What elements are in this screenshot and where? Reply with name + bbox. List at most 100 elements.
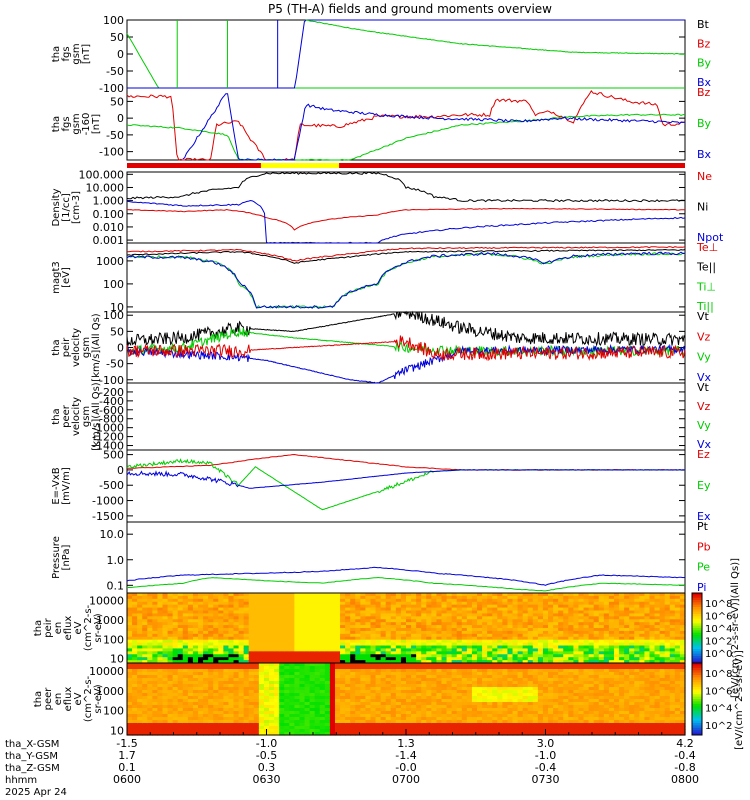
spectrogram-cell	[127, 732, 133, 736]
spectrogram-cell	[385, 660, 392, 664]
spectrogram-cell	[558, 711, 564, 715]
spectrogram-cell	[603, 613, 610, 617]
spectrogram-cell	[477, 684, 483, 688]
spectrogram-cell	[274, 593, 280, 597]
spectrogram-cell	[395, 717, 402, 721]
spectrogram-cell	[441, 717, 448, 721]
spectrogram-cell	[162, 723, 169, 727]
spectrogram-cell	[446, 613, 453, 617]
spectrogram-cell	[385, 639, 392, 644]
spectrogram-cell	[213, 604, 219, 609]
spectrogram-cell	[147, 687, 153, 691]
spectrogram-cell	[578, 625, 585, 629]
spectrogram-cell	[243, 690, 250, 694]
spectrogram-cell	[248, 678, 255, 682]
spectrogram-cell	[279, 625, 285, 629]
spectrogram-cell	[167, 702, 174, 706]
spectrogram-cell	[588, 622, 595, 626]
spectrogram-cell	[553, 651, 559, 655]
spectrogram-cell	[431, 604, 438, 609]
spectrogram-cell	[167, 660, 174, 664]
spectrogram-cell	[527, 639, 534, 644]
spectrogram-cell	[649, 625, 656, 629]
spectrogram-cell	[456, 717, 463, 721]
spectrogram-cell	[674, 619, 681, 623]
spectrogram-cell	[553, 681, 559, 685]
spectrogram-cell	[542, 711, 549, 715]
spectrogram-cell	[482, 669, 488, 673]
spectrogram-cell	[187, 628, 194, 632]
spectrogram-cell	[603, 604, 610, 609]
spectrogram-cell	[324, 645, 331, 650]
spectrogram-cell	[243, 651, 250, 655]
spectrogram-cell	[213, 625, 219, 629]
panel-5-ytick-label: 50	[110, 325, 124, 338]
spectrogram-cell	[345, 672, 351, 676]
spectrogram-cell	[177, 702, 184, 706]
spectrogram-cell	[542, 672, 549, 676]
spectrogram-cell	[674, 598, 681, 603]
spectrogram-cell	[334, 678, 341, 682]
spectrogram-cell	[228, 726, 235, 730]
spectrogram-cell	[461, 732, 468, 736]
spectrogram-cell	[248, 732, 255, 736]
spectrogram-cell	[147, 622, 153, 626]
spectrogram-cell	[309, 681, 316, 685]
spectrogram-cell	[269, 696, 275, 700]
spectrogram-cell	[218, 593, 224, 597]
spectrogram-cell	[542, 708, 549, 712]
spectrogram-cell	[329, 616, 336, 620]
spectrogram-cell	[395, 726, 402, 730]
spectrogram-cell	[558, 705, 564, 709]
spectrogram-cell	[492, 687, 498, 691]
spectrogram-cell	[441, 687, 448, 691]
spectrogram-cell	[603, 622, 610, 626]
spectrogram-cell	[258, 705, 265, 709]
spectrogram-cell	[203, 613, 209, 617]
spectrogram-cell	[258, 690, 265, 694]
spectrogram-cell	[329, 720, 336, 724]
spectrogram-cell	[329, 702, 336, 706]
spectrogram-cell	[431, 678, 438, 682]
spectrogram-cell	[284, 666, 290, 670]
spectrogram-cell	[619, 654, 625, 658]
spectrogram-cell	[431, 636, 438, 641]
spectrogram-cell	[497, 690, 503, 694]
spectrogram-cell	[441, 601, 448, 606]
spectrogram-cell	[654, 642, 661, 647]
spectrogram-cell	[248, 720, 255, 724]
spectrogram-cell	[355, 678, 361, 682]
spectrogram-cell	[233, 729, 240, 733]
spectrogram-cell	[563, 598, 569, 603]
spectrogram-cell	[198, 642, 204, 647]
spectrogram-cell	[395, 699, 402, 703]
spectrogram-cell	[350, 663, 356, 667]
spectrogram-cell	[187, 669, 194, 673]
spectrogram-cell	[365, 604, 372, 609]
spectrogram-cell	[360, 593, 367, 597]
spectrogram-cell	[304, 633, 311, 638]
spectrogram-cell	[324, 651, 331, 655]
spectrogram-cell	[466, 681, 473, 685]
spectrogram-cell	[456, 660, 463, 664]
spectrogram-cell	[248, 711, 255, 715]
spectrogram-cell	[248, 648, 255, 652]
spectrogram-cell	[309, 633, 316, 638]
spectrogram-cell	[502, 622, 509, 626]
spectrogram-cell	[162, 693, 169, 697]
spectrogram-cell	[233, 678, 240, 682]
spectrogram-cell	[451, 663, 458, 667]
spectrogram-cell	[187, 604, 194, 609]
spectrogram-cell	[279, 690, 285, 694]
spectrogram-cell	[406, 633, 412, 638]
spectrogram-cell	[365, 717, 372, 721]
spectrogram-cell	[127, 639, 133, 644]
spectrogram-cell	[634, 598, 640, 603]
spectrogram-cell	[152, 729, 159, 733]
spectrogram-cell	[492, 654, 498, 658]
spectrogram-cell	[446, 678, 453, 682]
spectrogram-cell	[558, 619, 564, 623]
spectrogram-cell	[274, 663, 280, 667]
spectrogram-cell	[624, 633, 630, 638]
spectrogram-cell	[421, 672, 427, 676]
